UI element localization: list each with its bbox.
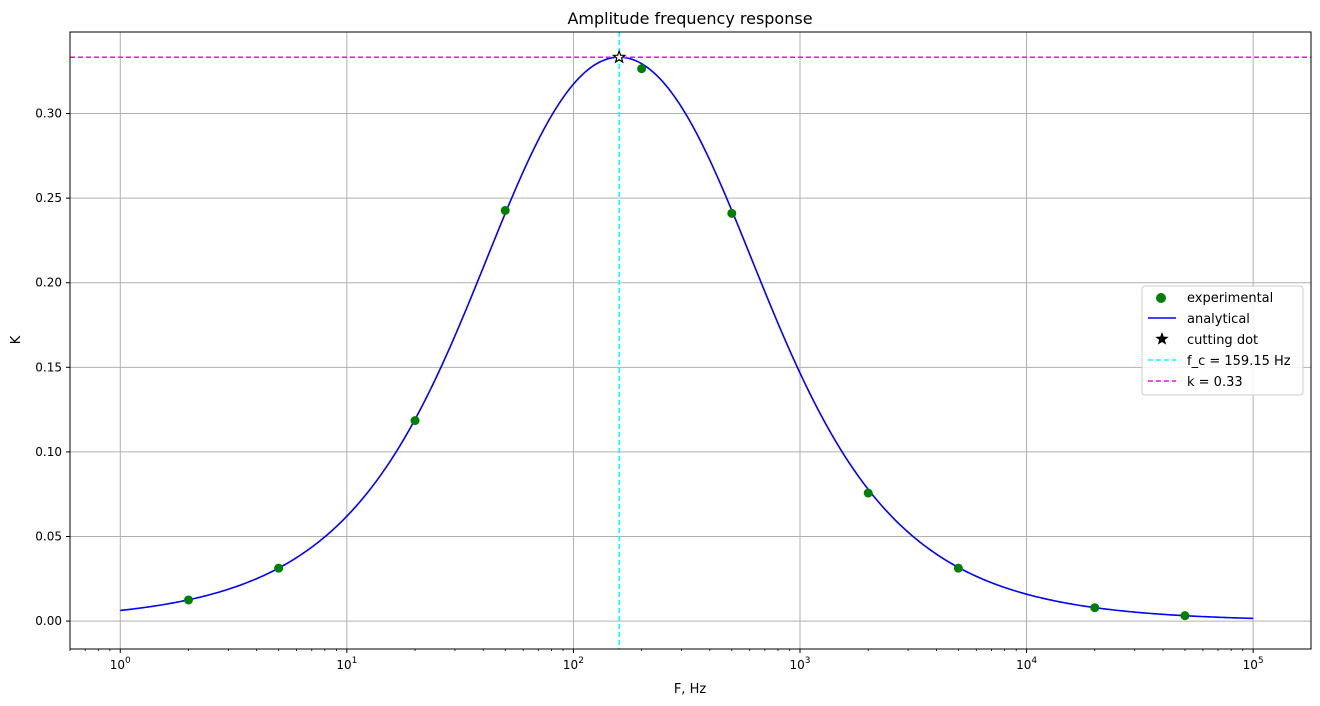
axis-ticks: 100 101 102 103 104 105 0.00 0.05 0.10 0.15 0.20 0.… [35,107,1263,672]
legend-marker-cutting-dot [1155,332,1169,345]
data-layer [70,32,1311,649]
y-tick-label: 0.30 [35,107,62,121]
plot-frame [69,31,1312,650]
x-axis-label: F, Hz [674,682,707,697]
legend-label-k-line: k = 0.33 [1187,375,1243,390]
legend-marker-experimental [1156,293,1166,303]
y-tick-label: 0.20 [35,276,62,290]
legend: experimental analytical cutting dot f_c … [1141,285,1304,396]
grid [70,32,1311,649]
experimental-point [727,208,737,218]
experimental-point [863,488,873,498]
x-tick-label: 103 [789,656,810,672]
x-tick-label: 104 [1016,656,1037,672]
experimental-point [953,563,963,573]
x-tick-label: 100 [110,656,131,672]
legend-label-fc-line: f_c = 159.15 Hz [1187,354,1291,369]
legend-box [1141,285,1304,396]
y-tick-label: 0.25 [35,191,62,205]
y-tick-label: 0.15 [35,360,62,374]
y-tick-label: 0.10 [35,445,62,459]
experimental-point [1180,611,1190,621]
y-tick-label: 0.05 [35,529,62,543]
x-tick-label: 102 [563,656,584,672]
analytical-curve [120,56,1254,620]
experimental-point [637,64,647,74]
experimental-point [183,595,193,605]
cutting-dot-star [611,49,627,64]
experimental-point [410,416,420,426]
legend-label-cutting-dot: cutting dot [1187,333,1258,348]
x-tick-label: 101 [336,656,357,672]
y-axis-label: K [9,335,24,344]
chart-title: Amplitude frequency response [567,9,812,28]
plot-area [70,32,1311,649]
x-tick-label: 105 [1243,656,1264,672]
experimental-point [500,205,510,215]
experimental-point [274,563,284,573]
experimental-point [1090,603,1100,613]
legend-label-analytical: analytical [1187,312,1250,327]
y-tick-label: 0.00 [35,614,62,628]
legend-label-experimental: experimental [1187,291,1273,306]
